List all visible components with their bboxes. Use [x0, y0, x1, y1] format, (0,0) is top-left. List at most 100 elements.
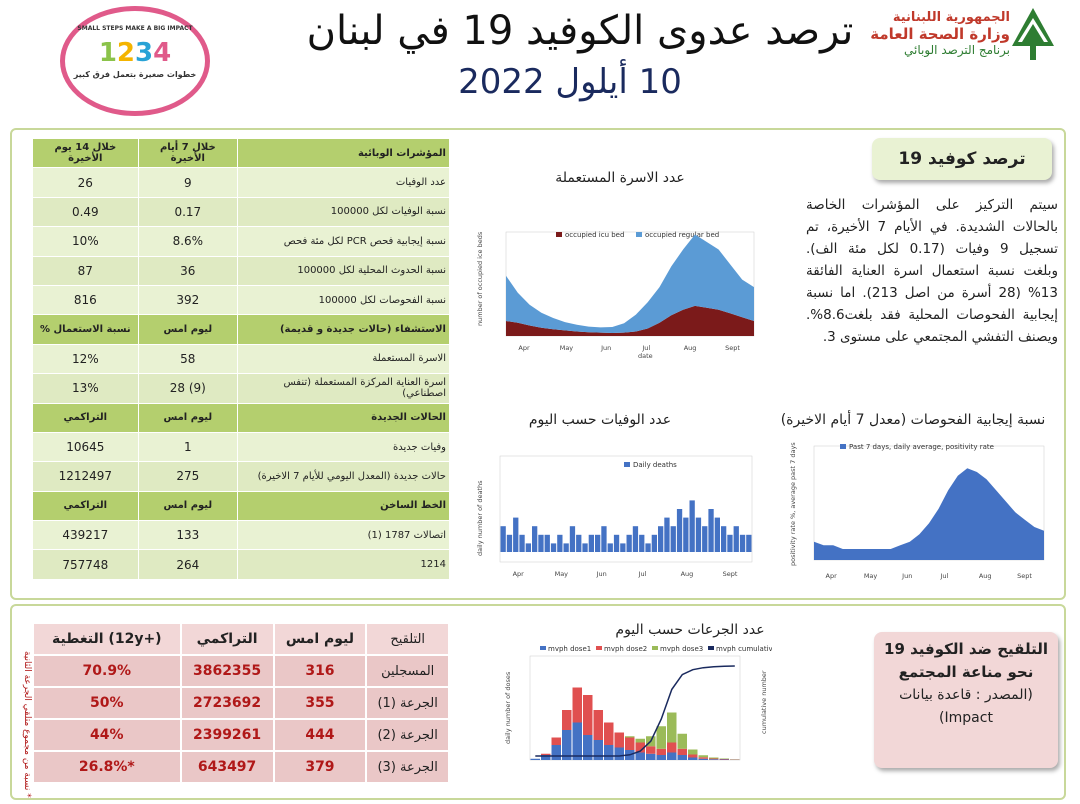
table-cell: 2399261: [179, 718, 275, 752]
table-cell: الجرعة (2): [365, 718, 450, 752]
dose-bar: [625, 737, 635, 750]
table-cell: اتصالات 1787 (1): [237, 520, 450, 551]
table-cell: 1212497: [32, 461, 139, 492]
dose-bar: [709, 757, 719, 759]
dose-bar: [625, 736, 635, 738]
ministry-line-3: برنامج الترصد الوبائي: [903, 43, 1010, 57]
table-cell: الخط الساخن: [237, 490, 450, 522]
dose-bar: [688, 754, 698, 758]
table-cell: ليوم امس: [137, 402, 239, 433]
dose-bar: [551, 745, 561, 760]
table-cell: 3862355: [179, 654, 275, 688]
dose-bar: [551, 737, 561, 745]
table-cell: الاسرة المستعملة: [237, 343, 450, 375]
ministry-line-1: الجمهورية اللبنانية: [892, 10, 1010, 25]
table-cell: 8.6%: [137, 226, 239, 257]
positivity-y-label: positivity rate %, average past 7 days: [789, 442, 797, 566]
death-bar: [582, 543, 588, 552]
table-cell: نسبة الوفيات لكل 100000: [237, 196, 450, 228]
deaths-y-label: daily number of deaths: [476, 480, 484, 556]
doses-legend-label: mvph dose2: [604, 645, 647, 653]
month-tick-label: Jul: [641, 344, 650, 352]
death-bar: [721, 526, 727, 552]
beds-y-label: number of occupied ice beds: [476, 231, 484, 326]
beds-chart: occupied icu bed occupied regular bed nu…: [476, 231, 755, 360]
death-bar: [513, 517, 519, 552]
vaccination-header-row: التغطية (12y+) التراكمي ليوم امس التلقيح: [32, 622, 450, 656]
cumulative-dose3-line: [535, 665, 735, 757]
table-cell: المسجلين: [365, 654, 450, 688]
table-cell: ليوم امس: [272, 622, 368, 656]
dose-bar: [646, 746, 656, 754]
death-bar: [544, 534, 550, 552]
dose-bar: [593, 740, 603, 760]
table-cell: 26.8%*: [32, 750, 182, 784]
table-cell: 9: [137, 167, 239, 198]
month-tick-label: Jun: [600, 344, 611, 352]
dose-bar: [698, 755, 708, 758]
dose-bar: [635, 742, 645, 753]
table-row: 26 9 عدد الوفيات: [32, 167, 450, 198]
table-cell: 10%: [32, 226, 139, 257]
death-bar: [538, 534, 544, 552]
table-cell: 70.9%: [32, 654, 182, 688]
table-cell: التراكمي: [32, 490, 139, 522]
covid-summary-text: سيتم التركيز على المؤشرات الخاصة بالحالا…: [806, 197, 1058, 345]
table-cell: خلال 7 أيام الأخيرة: [137, 137, 239, 169]
table-cell: الجرعة (1): [365, 686, 450, 720]
table-cell: 2723692: [179, 686, 275, 720]
month-tick-label: Sept: [1017, 572, 1032, 580]
month-tick-label: May: [555, 570, 569, 578]
table-cell: % نسبة الاستعمال: [32, 314, 139, 345]
table-cell: 816: [32, 284, 139, 316]
table-cell: التراكمي: [179, 622, 275, 656]
month-tick-label: Aug: [684, 344, 697, 352]
beds-chart-title: عدد الاسرة المستعملة: [555, 170, 685, 186]
table-row: 439217 133 اتصالات 1787 (1): [32, 520, 450, 551]
table-cell: 28 (9): [137, 373, 239, 404]
dose-bar: [656, 755, 666, 760]
dose-bar: [530, 758, 540, 760]
table-cell: 36: [137, 255, 239, 286]
table-row: 70.9% 3862355 316 المسجلين: [32, 654, 450, 688]
badge-numbers: 1234: [98, 38, 172, 68]
vaccination-box-source: (المصدر : قاعدة بيانات Impact): [899, 687, 1033, 726]
month-tick-label: Jun: [596, 570, 607, 578]
positivity-legend: Past 7 days, daily average, positivity r…: [849, 443, 994, 451]
deaths-legend: Daily deaths: [633, 461, 677, 469]
death-bar: [532, 526, 538, 552]
dose-bar: [677, 755, 687, 760]
death-bar: [664, 517, 670, 552]
table-cell: 26: [32, 167, 139, 198]
positivity-area: [814, 468, 1044, 560]
ministry-line-2: وزارة الصحة العامة: [870, 25, 1010, 43]
beds-series-area: [506, 234, 754, 333]
table-cell: 13%: [32, 373, 139, 404]
vaccination-table: التغطية (12y+) التراكمي ليوم امس التلقيح 70.…: [32, 622, 450, 784]
table-cell: 757748: [32, 549, 139, 580]
table-cell: 0.17: [137, 196, 239, 228]
table-cell: التغطية (12y+): [32, 622, 182, 656]
dose-bar: [541, 753, 551, 755]
table-cell: خلال 14 يوم الأخيرة: [32, 137, 139, 169]
doses-legend-label: mvph dose1: [548, 645, 591, 653]
table-cell: 392: [137, 284, 239, 316]
beds-series-area: [506, 305, 754, 336]
doses-chart-title: عدد الجرعات حسب اليوم: [615, 622, 765, 638]
death-bar: [620, 543, 626, 552]
dose-bar: [572, 687, 582, 723]
table-cell: 379: [272, 750, 368, 784]
month-tick-label: Apr: [826, 572, 838, 580]
dose-bar: [572, 722, 582, 760]
death-bar: [569, 526, 576, 552]
dose-bar: [604, 745, 614, 760]
positivity-chart-title: نسبة إيجابية الفحوصات (معدل 7 أيام الاخي…: [780, 412, 1046, 428]
dose-bar: [698, 758, 708, 760]
month-tick-label: Apr: [513, 570, 525, 578]
dose-bar: [583, 695, 593, 735]
month-tick-label: May: [864, 572, 878, 580]
page-title: ترصد عدوى الكوفيد 19 في لبنان: [306, 8, 854, 54]
table-cell: 12%: [32, 343, 139, 375]
table-row: 10645 1 وفيات جديدة: [32, 431, 450, 463]
table-row: 13% 28 (9) اسرة العناية المركزة المستعملة …: [32, 373, 450, 404]
